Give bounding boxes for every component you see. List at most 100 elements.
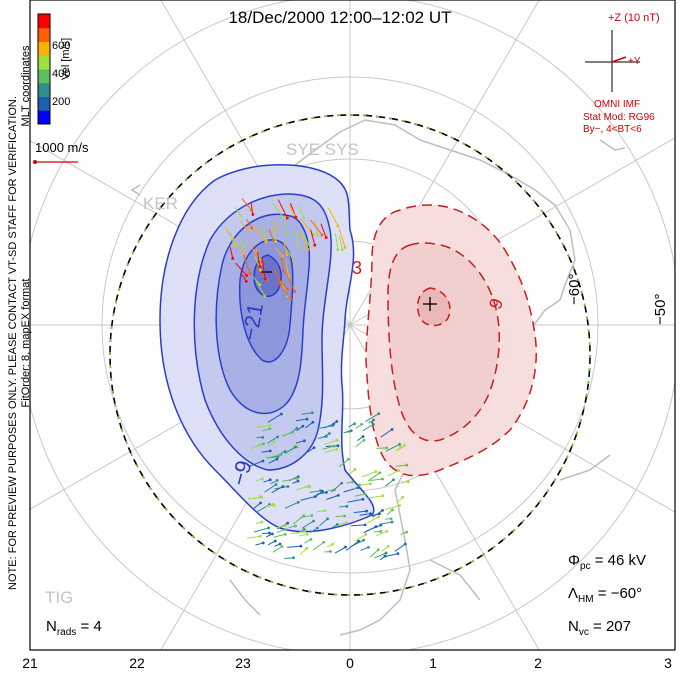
velocity-vector	[289, 204, 295, 215]
velocity-vector	[394, 543, 406, 552]
velocity-vector-origin	[403, 443, 406, 447]
velocity-vector-origin	[293, 290, 297, 293]
velocity-vector	[372, 509, 383, 518]
velocity-vector	[310, 219, 323, 236]
velocity-vector-origin	[396, 552, 400, 556]
velocity-vector-origin	[292, 556, 295, 560]
velocity-vector	[281, 431, 293, 437]
mlt-tick-22: 22	[129, 655, 145, 671]
velocity-vector-origin	[274, 483, 278, 486]
velocity-vector-origin	[385, 529, 389, 533]
velocity-scale-label: Vel [m/s]	[60, 37, 72, 80]
velocity-vector-origin	[274, 240, 278, 243]
velocity-vector	[254, 255, 262, 271]
velocity-vector	[273, 228, 277, 242]
velocity-vector	[355, 439, 365, 448]
positive-cell-contour-9	[387, 242, 501, 442]
velocity-vector	[290, 531, 305, 535]
velocity-vector-origin	[286, 521, 290, 525]
velocity-vector	[347, 498, 364, 503]
velocity-vector	[385, 443, 400, 452]
velocity-vector-origin	[374, 525, 378, 528]
velocity-vector-origin	[302, 514, 306, 518]
velocity-vector-origin	[386, 544, 390, 548]
velocity-vector-origin	[361, 497, 365, 501]
velocity-vector	[369, 478, 383, 482]
mlt-tick-0: 0	[346, 655, 354, 671]
velocity-color-scale	[37, 13, 51, 125]
velocity-vector-origin	[276, 435, 280, 439]
velocity-vector-origin	[263, 294, 267, 298]
velocity-vector	[246, 218, 253, 229]
velocity-vector-origin	[323, 509, 327, 512]
velocity-vector-origin	[258, 283, 262, 287]
potential-maximum-marker	[423, 297, 437, 311]
velocity-vector-origin	[336, 444, 340, 448]
velocity-vector	[395, 464, 407, 467]
velocity-vector-origin	[313, 243, 317, 247]
velocity-vector-origin	[261, 459, 265, 463]
velocity-vector	[284, 271, 296, 292]
velocity-vector-origin	[302, 216, 306, 220]
velocity-vector-origin	[285, 253, 289, 257]
velocity-vector-origin	[271, 238, 275, 242]
velocity-vector	[380, 428, 393, 438]
velocity-vector-origin	[357, 539, 361, 543]
velocity-vector-origin	[251, 213, 255, 216]
velocity-vector-origin	[291, 430, 295, 434]
velocity-vector-origin	[248, 272, 252, 276]
velocity-vector	[362, 423, 374, 432]
velocity-vector-origin	[361, 435, 365, 438]
velocity-vector	[361, 471, 377, 478]
velocity-vector	[284, 557, 294, 559]
velocity-vector	[255, 280, 266, 297]
velocity-vector	[284, 501, 299, 509]
velocity-vector	[238, 237, 245, 247]
velocity-vector-origin	[283, 449, 287, 453]
velocity-vector	[252, 276, 261, 286]
velocity-vector-origin	[331, 424, 335, 428]
velocity-vector-origin	[310, 411, 314, 415]
velocity-vector-origin	[353, 468, 357, 471]
velocity-vector	[253, 224, 267, 243]
velocity-vector-origin	[369, 482, 372, 486]
velocity-vector-origin	[239, 214, 243, 218]
velocity-vector-origin	[405, 530, 409, 534]
velocity-vector-origin	[279, 412, 283, 416]
imf-model-label: Stat Mod: RG96	[583, 112, 655, 123]
velocity-vector	[287, 545, 301, 548]
velocity-vector-origin	[246, 228, 250, 232]
velocity-vector-origin	[273, 440, 276, 444]
velocity-vector-origin	[381, 508, 384, 512]
velocity-vector	[240, 272, 247, 282]
velocity-vector-origin	[314, 495, 317, 498]
velocity-vector-origin	[331, 542, 335, 546]
velocity-vector-origin	[362, 538, 366, 542]
velocity-vector-origin	[233, 243, 236, 247]
velocity-vector-origin	[275, 457, 279, 461]
velocity-vector-origin	[344, 545, 347, 549]
velocity-vector-origin	[268, 449, 272, 453]
velocity-vector	[282, 477, 298, 482]
velocity-vector	[354, 533, 367, 542]
velocity-vector-origin	[328, 432, 331, 435]
velocity-vector-origin	[282, 269, 285, 273]
imf-bin-label: By−, 4<BT<6	[583, 124, 642, 135]
velocity-vector-origin	[294, 215, 298, 219]
cross-polar-potential-value: = 46 kV	[594, 552, 646, 569]
velocity-vector	[271, 202, 284, 219]
velocity-vectors	[224, 198, 410, 561]
velocity-vector-origin	[284, 524, 288, 527]
velocity-vector-origin	[268, 531, 271, 535]
velocity-vector	[335, 515, 345, 518]
velocity-vector	[276, 528, 286, 533]
velocity-vector	[378, 521, 393, 525]
velocity-vector-origin	[351, 480, 355, 484]
velocity-vector	[267, 454, 282, 459]
velocity-vector-origin	[280, 545, 284, 548]
velocity-vector	[330, 482, 342, 493]
velocity-vector-origin	[372, 422, 375, 426]
velocity-vector-origin	[349, 429, 353, 433]
velocity-vector-origin	[329, 550, 332, 553]
hm-latitude-value: = −60°	[597, 585, 643, 602]
